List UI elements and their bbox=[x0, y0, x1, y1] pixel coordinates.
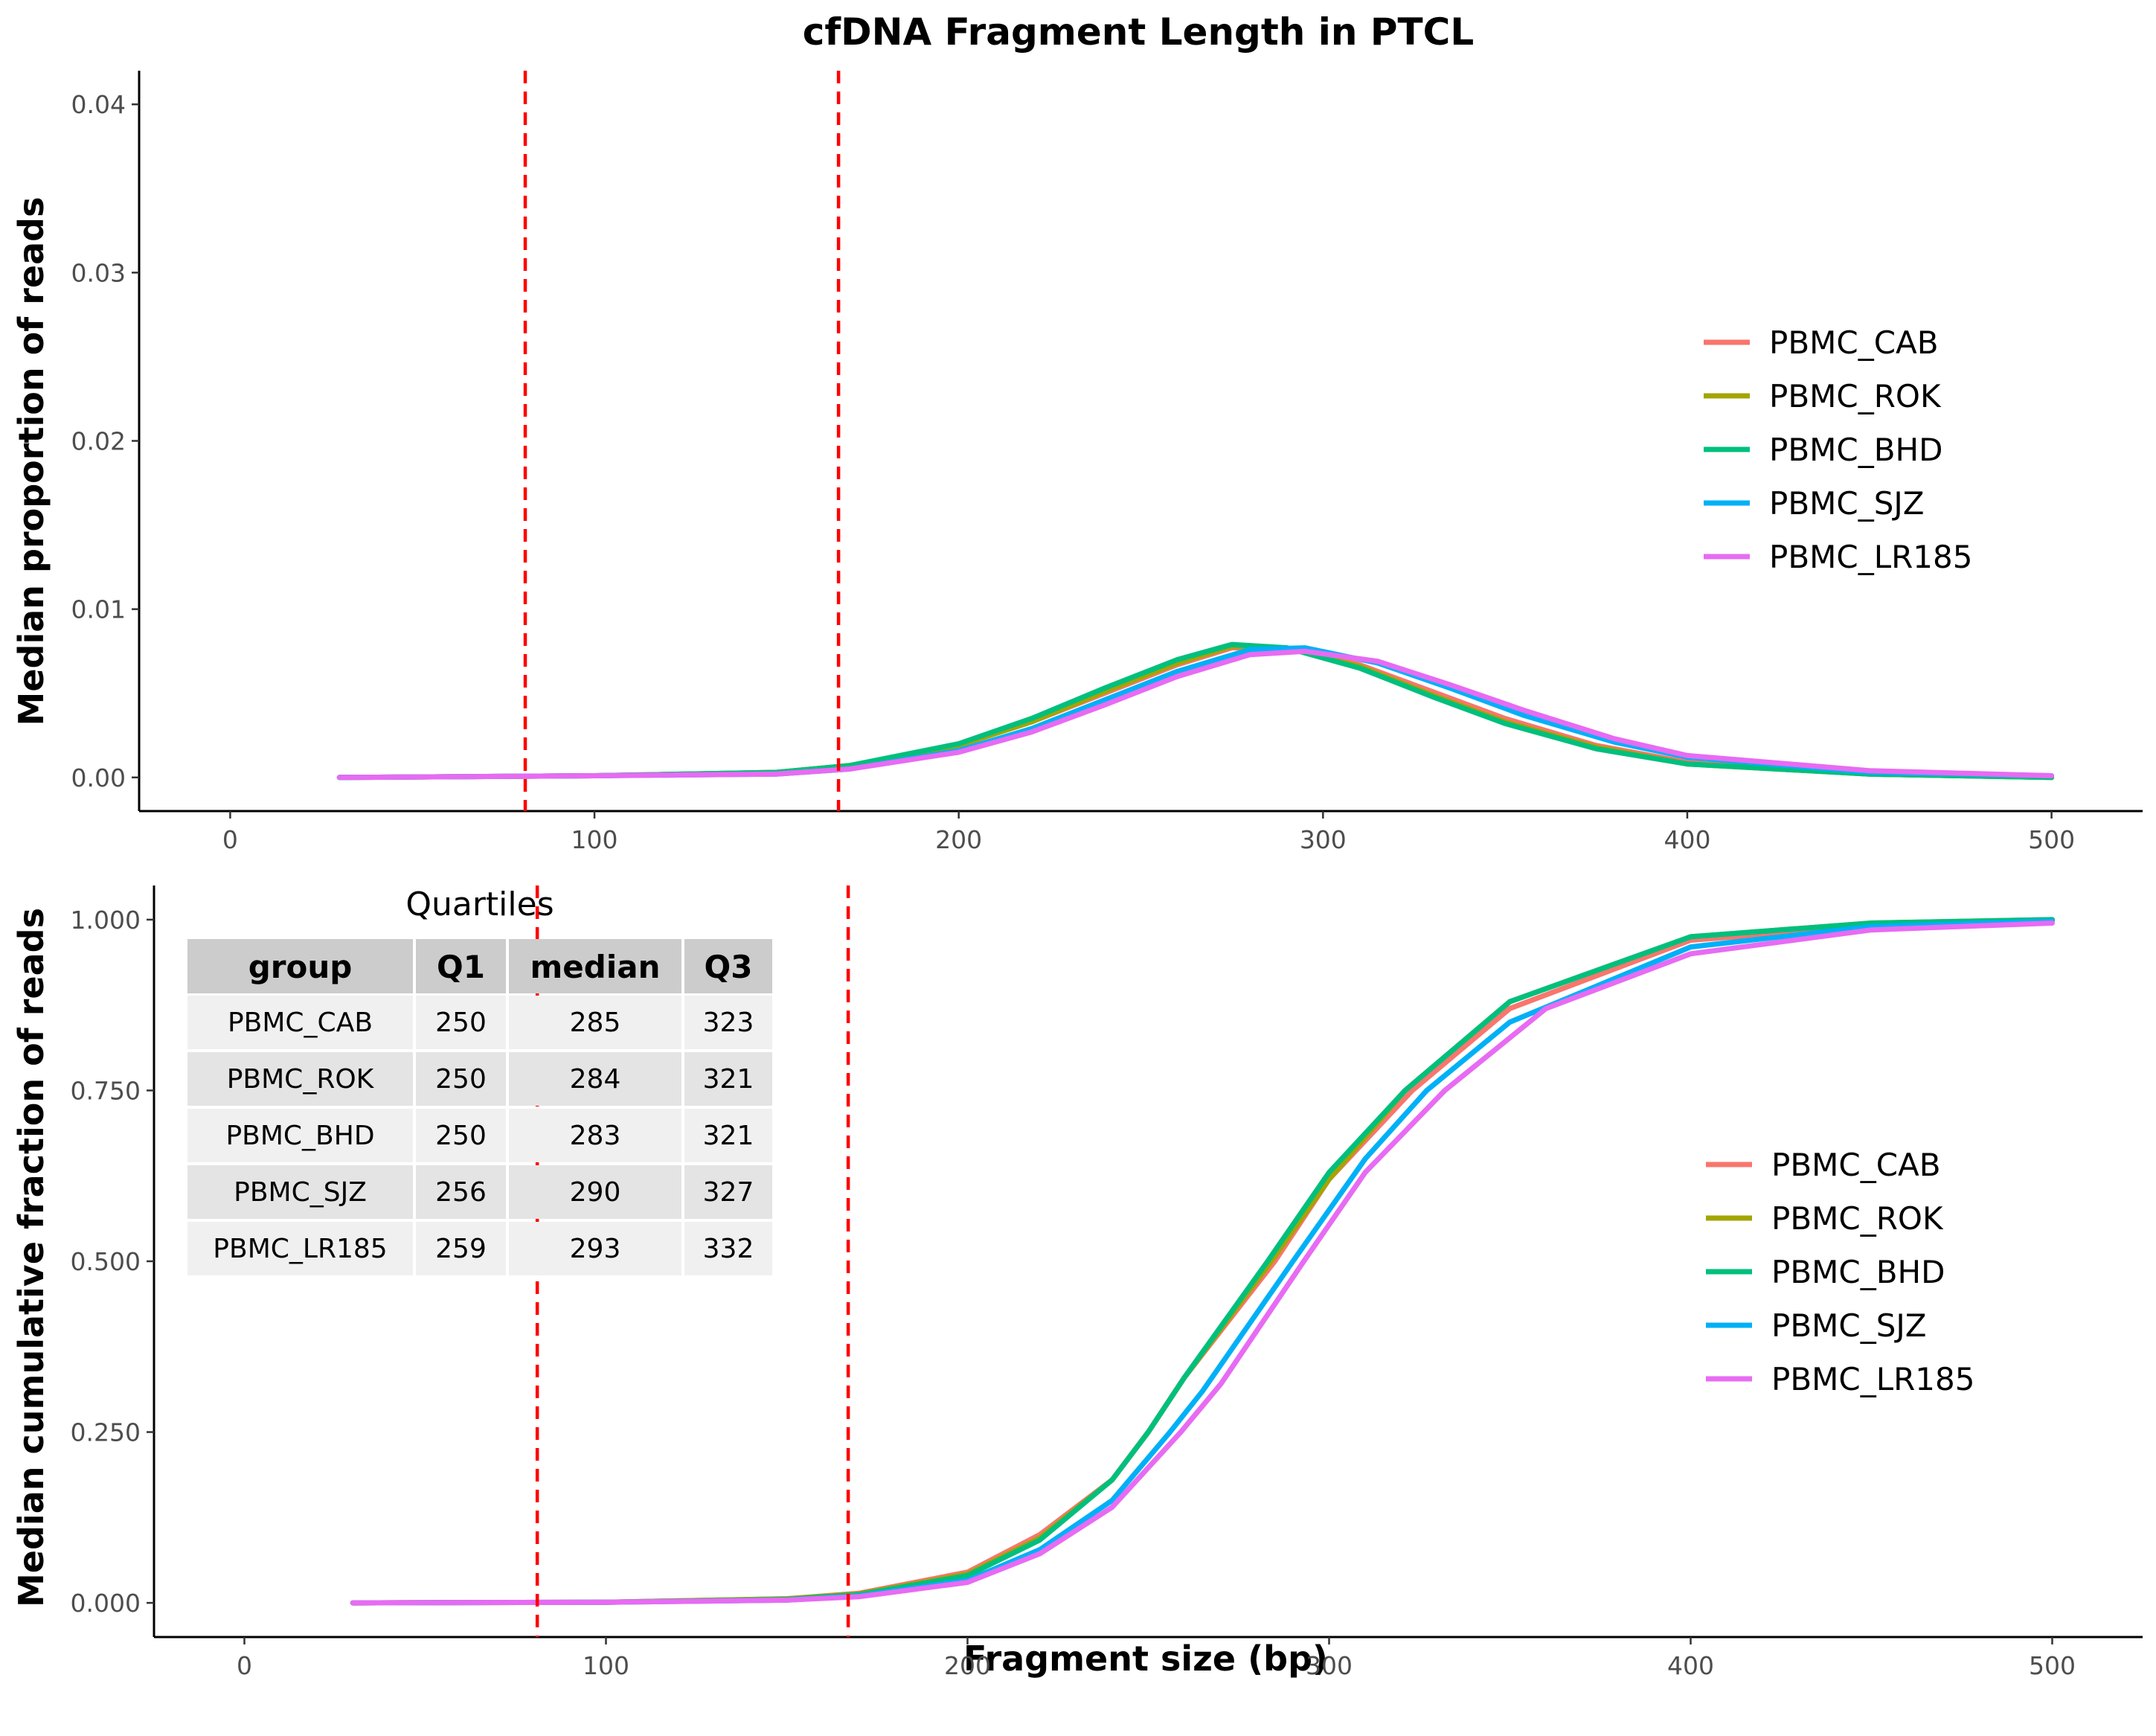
panel-top: Median proportion of reads 0.00 0.01 0.02 0… bbox=[11, 71, 2143, 854]
x-tick-label: 300 bbox=[1300, 825, 1347, 854]
series-line-pbmc_lr185 bbox=[350, 920, 2055, 1606]
table-header-cell bbox=[509, 939, 681, 993]
y-tick-label: 1.000 bbox=[71, 906, 141, 935]
table-cell: 323 bbox=[703, 1008, 754, 1038]
table-cell-bg bbox=[187, 1222, 413, 1275]
x-tick-label: 0 bbox=[237, 1651, 252, 1680]
table-cell-bg bbox=[416, 1052, 506, 1106]
legend-label-pbmc_lr185: PBMC_LR185 bbox=[1771, 1361, 1974, 1397]
x-tick-label: 400 bbox=[1667, 1651, 1714, 1680]
table-cell-bg bbox=[509, 996, 681, 1049]
table-cell-bg bbox=[187, 1109, 413, 1162]
table-cell: 321 bbox=[703, 1064, 754, 1095]
bottom-y-axis-title: Median cumulative fraction of reads bbox=[11, 908, 51, 1607]
x-tick-label: 100 bbox=[571, 825, 618, 854]
legend-label-pbmc_bhd: PBMC_BHD bbox=[1769, 432, 1942, 468]
table-cell-bg bbox=[416, 1222, 506, 1275]
table-cell-bg bbox=[509, 1165, 681, 1219]
table-header-q1: Q1 bbox=[437, 949, 485, 985]
legend-label-pbmc_sjz: PBMC_SJZ bbox=[1769, 485, 1925, 522]
legend-label-pbmc_bhd: PBMC_BHD bbox=[1771, 1254, 1945, 1290]
y-tick-label: 0.04 bbox=[71, 90, 126, 119]
table-header-q3: Q3 bbox=[705, 949, 753, 985]
top-y-axis-title: Median proportion of reads bbox=[11, 197, 51, 726]
x-tick-label: 0 bbox=[222, 825, 238, 854]
legend-label-pbmc_sjz: PBMC_SJZ bbox=[1771, 1307, 1927, 1344]
table-cell: 321 bbox=[703, 1121, 754, 1151]
table-cell: 250 bbox=[435, 1008, 487, 1038]
table-cell-bg bbox=[684, 996, 772, 1049]
table-cell: PBMC_BHD bbox=[225, 1121, 374, 1151]
y-tick-label: 0.00 bbox=[71, 763, 126, 792]
table-cell-bg bbox=[416, 996, 506, 1049]
table-cell-bg bbox=[187, 1052, 413, 1106]
legend-label-pbmc_cab: PBMC_CAB bbox=[1771, 1147, 1941, 1183]
x-tick-label: 100 bbox=[583, 1651, 629, 1680]
table-cell: 290 bbox=[570, 1177, 621, 1208]
table-header-cell bbox=[416, 939, 506, 993]
table-cell: PBMC_LR185 bbox=[213, 1234, 387, 1264]
table-header-group: group bbox=[248, 949, 353, 985]
table-cell-bg bbox=[187, 1165, 413, 1219]
table-cell-bg bbox=[684, 1222, 772, 1275]
x-tick-label: 300 bbox=[1306, 1651, 1353, 1680]
table-cell: 285 bbox=[570, 1008, 621, 1038]
y-tick-label: 0.03 bbox=[71, 258, 126, 287]
table-cell: 283 bbox=[570, 1121, 621, 1151]
table-cell: 250 bbox=[435, 1121, 487, 1151]
chart-title: cfDNA Fragment Length in PTCL bbox=[803, 10, 1474, 54]
y-tick-label: 0.750 bbox=[71, 1076, 141, 1105]
table-header-cell bbox=[187, 939, 413, 993]
table-cell-bg bbox=[684, 1109, 772, 1162]
table-title: Quartiles bbox=[405, 885, 554, 923]
table-cell: PBMC_CAB bbox=[228, 1008, 373, 1038]
table-cell: 284 bbox=[570, 1064, 621, 1095]
table-cell: 332 bbox=[703, 1234, 754, 1264]
quartiles-table: Quartiles group Q1 median Q3 PBMC_CAB 250 285 3… bbox=[187, 885, 772, 1275]
y-tick-label: 0.000 bbox=[71, 1589, 141, 1618]
legend-label-pbmc_rok: PBMC_ROK bbox=[1769, 378, 1942, 414]
series-line-pbmc_lr185 bbox=[336, 648, 2055, 781]
x-axis-title: Fragment size (bp) bbox=[963, 1639, 1328, 1679]
x-tick-label: 400 bbox=[1663, 825, 1710, 854]
y-tick-label: 0.500 bbox=[71, 1247, 141, 1276]
series-line-pbmc_sjz bbox=[336, 645, 2055, 781]
table-cell: 293 bbox=[570, 1234, 621, 1264]
table-cell: PBMC_SJZ bbox=[234, 1177, 367, 1208]
table-header-median: median bbox=[530, 949, 661, 985]
x-tick-label: 500 bbox=[2029, 1651, 2076, 1680]
table-cell-bg bbox=[509, 1052, 681, 1106]
y-tick-label: 0.02 bbox=[71, 427, 126, 456]
legend-label-pbmc_lr185: PBMC_LR185 bbox=[1769, 539, 1972, 575]
legend-label-pbmc_cab: PBMC_CAB bbox=[1769, 324, 1939, 361]
table-cell-bg bbox=[187, 996, 413, 1049]
table-cell: PBMC_ROK bbox=[227, 1064, 375, 1095]
table-cell: 327 bbox=[703, 1177, 754, 1208]
table-cell-bg bbox=[684, 1052, 772, 1106]
panel-bottom: Median cumulative fraction of reads Frag… bbox=[11, 885, 2143, 1680]
table-cell-bg bbox=[509, 1222, 681, 1275]
table-header-cell bbox=[684, 939, 772, 993]
legend-label-pbmc_rok: PBMC_ROK bbox=[1771, 1200, 1944, 1237]
table-cell: 256 bbox=[435, 1177, 487, 1208]
y-tick-label: 0.250 bbox=[71, 1418, 141, 1447]
table-cell-bg bbox=[416, 1165, 506, 1219]
x-tick-label: 500 bbox=[2028, 825, 2075, 854]
y-tick-label: 0.01 bbox=[71, 595, 126, 624]
table-cell: 250 bbox=[435, 1064, 487, 1095]
x-tick-label: 200 bbox=[935, 825, 982, 854]
table-cell: 259 bbox=[435, 1234, 487, 1264]
series-line-pbmc_bhd bbox=[336, 641, 2055, 781]
table-cell-bg bbox=[684, 1165, 772, 1219]
table-cell-bg bbox=[416, 1109, 506, 1162]
table-cell-bg bbox=[509, 1109, 681, 1162]
x-tick-label: 200 bbox=[944, 1651, 991, 1680]
